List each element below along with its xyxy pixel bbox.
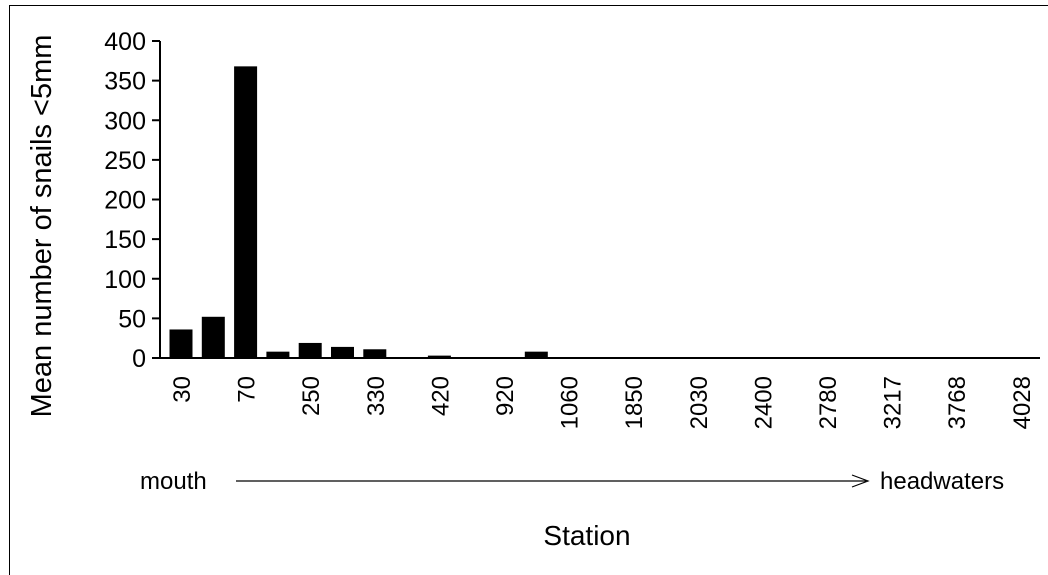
bar-1000 (524, 351, 548, 358)
bar-50 (201, 316, 225, 358)
y-axis-ticks: 0 50 100 150 200 250 300 350 400 (104, 28, 160, 373)
bars-group (169, 66, 548, 359)
direction-arrow-head (851, 474, 870, 488)
x-tick-label: 330 (363, 376, 390, 416)
direction-label-headwaters: headwaters (880, 468, 1004, 495)
y-axis-title: Mean number of snails <5mm (26, 35, 58, 418)
x-tick-label: 4028 (1009, 376, 1036, 429)
x-axis-ticks: 30 70 250 330 420 920 1060 1850 2030 2400 2780 3217… (169, 376, 1036, 429)
x-tick-label: 250 (298, 376, 325, 416)
bar-420 (427, 355, 451, 358)
y-tick-label: 350 (104, 68, 146, 96)
y-tick-label: 400 (104, 28, 146, 56)
x-tick-label: 3768 (944, 376, 971, 429)
direction-label-mouth: mouth (140, 468, 207, 495)
x-tick-label: 2780 (815, 376, 842, 429)
x-tick-label: 420 (427, 376, 454, 416)
x-tick-label: 3217 (880, 376, 907, 429)
bar-70 (234, 66, 258, 359)
y-tick-label: 150 (104, 226, 146, 254)
x-tick-label: 2030 (686, 376, 713, 429)
x-tick-label: 1850 (621, 376, 648, 429)
bar-30 (169, 329, 193, 358)
bar-300 (331, 346, 354, 358)
x-tick-label: 1060 (557, 376, 584, 429)
y-tick-label: 50 (118, 305, 146, 333)
x-tick-label: 70 (234, 376, 261, 403)
y-tick-label: 0 (132, 345, 146, 373)
bar-330 (363, 349, 387, 358)
y-tick-label: 300 (104, 107, 146, 135)
chart-frame (9, 5, 1048, 575)
x-tick-label: 920 (492, 376, 519, 416)
y-tick-label: 250 (104, 147, 146, 175)
x-tick-label: 30 (169, 376, 196, 403)
bar-250 (298, 342, 322, 358)
y-tick-label: 100 (104, 266, 146, 294)
x-tick-label: 2400 (750, 376, 777, 429)
bar-170 (266, 351, 290, 358)
x-axis-title: Station (543, 520, 630, 551)
y-tick-label: 200 (104, 187, 146, 215)
